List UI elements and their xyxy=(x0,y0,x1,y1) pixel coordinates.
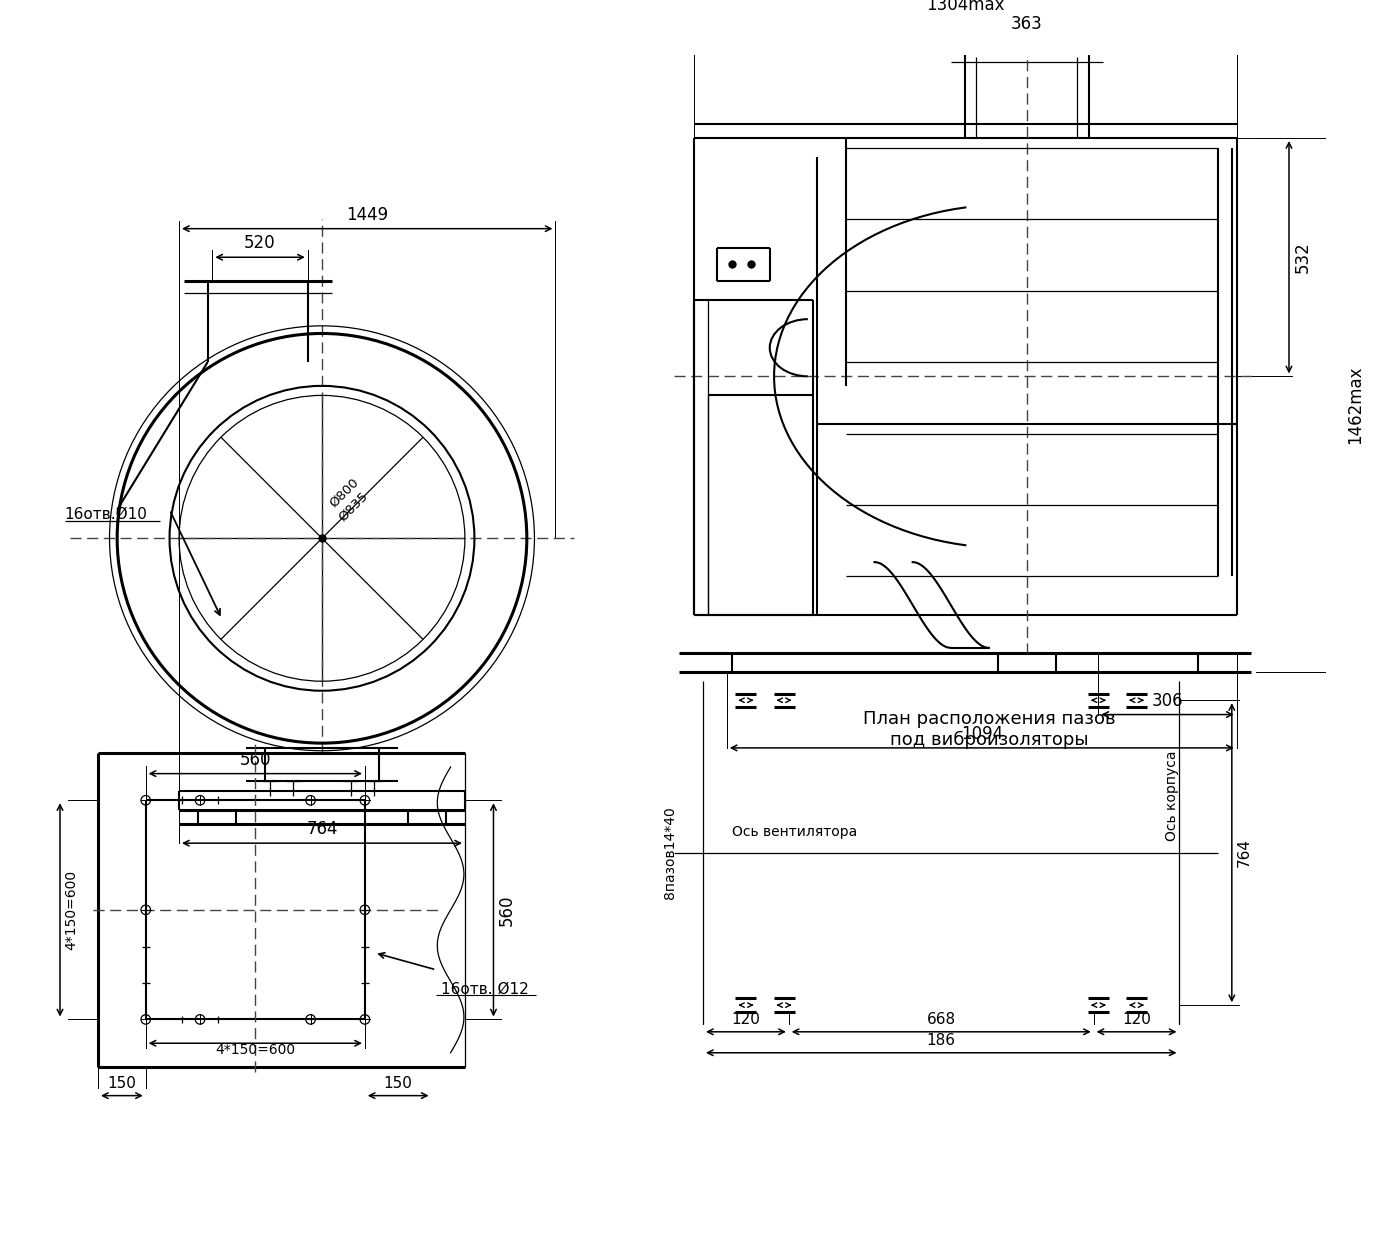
Text: 120: 120 xyxy=(731,1012,760,1027)
Text: 150: 150 xyxy=(383,1076,412,1091)
Text: 4*150=600: 4*150=600 xyxy=(65,870,78,950)
Text: Ось корпуса: Ось корпуса xyxy=(1165,750,1179,841)
Text: Ø800: Ø800 xyxy=(327,475,361,510)
Text: Ось вентилятора: Ось вентилятора xyxy=(731,826,857,840)
Text: 363: 363 xyxy=(1011,15,1043,34)
Text: 1462max: 1462max xyxy=(1347,366,1364,444)
Text: 1449: 1449 xyxy=(346,206,389,224)
Text: 520: 520 xyxy=(245,235,276,253)
Text: 560: 560 xyxy=(499,894,517,925)
Text: 16отв.Ø10: 16отв.Ø10 xyxy=(65,507,147,522)
Text: 764: 764 xyxy=(306,821,338,838)
Text: 1304max: 1304max xyxy=(926,0,1004,14)
Text: 764: 764 xyxy=(1237,838,1252,867)
Text: 532: 532 xyxy=(1294,241,1312,273)
Text: 16отв. Ø12: 16отв. Ø12 xyxy=(441,982,529,997)
Text: 150: 150 xyxy=(107,1076,136,1091)
Text: Ø835: Ø835 xyxy=(337,489,371,524)
Text: 560: 560 xyxy=(239,750,271,769)
Text: 668: 668 xyxy=(926,1012,956,1027)
Text: 186: 186 xyxy=(926,1033,956,1048)
Text: 8пазов14*40: 8пазов14*40 xyxy=(662,806,677,899)
Text: План расположения пазов: План расположения пазов xyxy=(863,710,1116,728)
Text: 120: 120 xyxy=(1123,1012,1151,1027)
Text: под виброизоляторы: под виброизоляторы xyxy=(889,732,1088,749)
Text: 306: 306 xyxy=(1151,691,1183,710)
Text: 1094: 1094 xyxy=(960,725,1003,743)
Text: 4*150=600: 4*150=600 xyxy=(216,1042,295,1057)
